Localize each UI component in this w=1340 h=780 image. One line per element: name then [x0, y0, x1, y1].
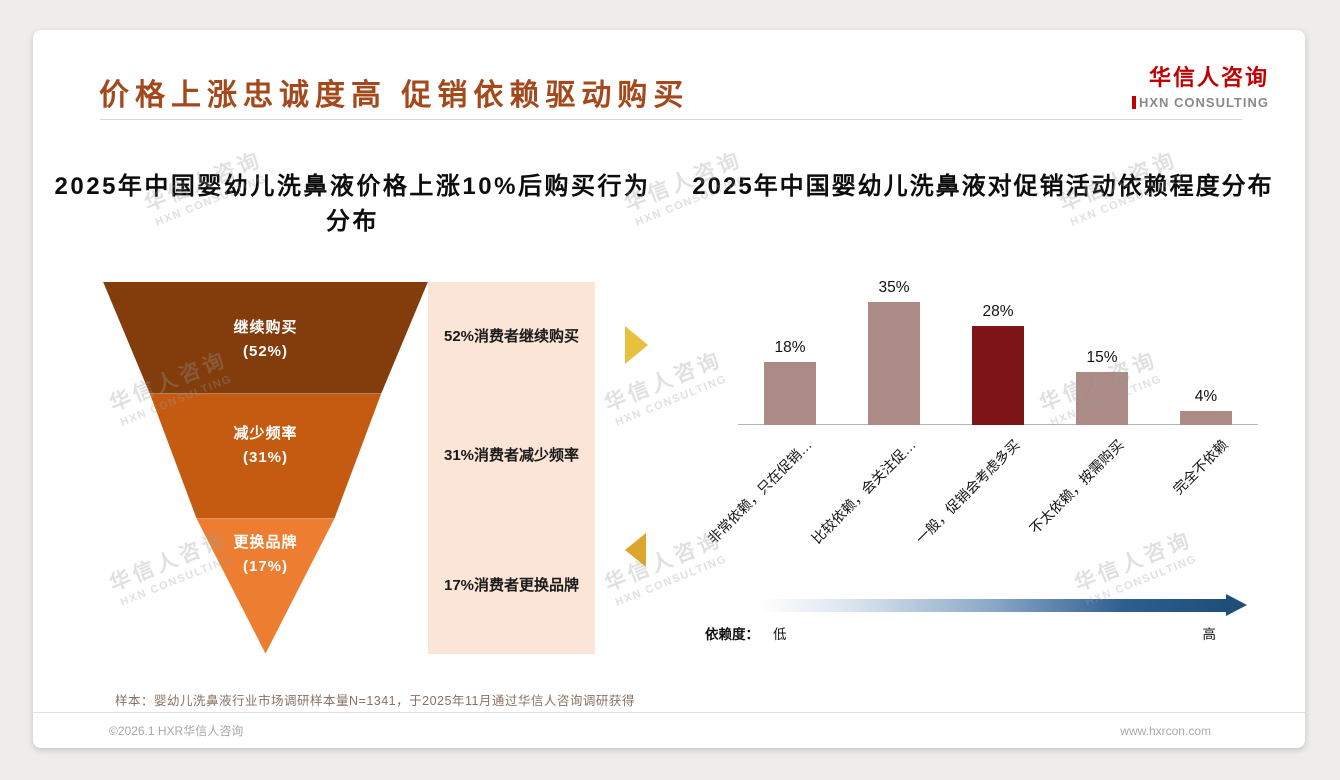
logo-en-text: HXN CONSULTING: [1138, 95, 1269, 110]
legend-high: 高: [1202, 626, 1217, 642]
x-label-cell: 比较依赖，会关注促…: [808, 425, 946, 575]
sample-footnote: 样本：婴幼儿洗鼻液行业市场调研样本量N=1341，于2025年11月通过华信人咨…: [115, 694, 635, 708]
bar-value-label: 15%: [1086, 348, 1118, 366]
bar: [868, 301, 920, 425]
funnel-note-2: 31%消费者减少频率: [443, 446, 580, 464]
page-title: 价格上涨忠诚度高 促销依赖驱动购买: [99, 79, 690, 112]
dependency-legend: 依赖度： 低 高: [705, 623, 1278, 643]
bar-chart-title: 2025年中国婴幼儿洗鼻液对促销活动依赖程度分布: [692, 173, 1274, 200]
funnel-level-1-label: 继续购买: [233, 318, 298, 336]
bar-column: 28%: [946, 283, 1050, 425]
x-tick-label: 非常依赖，只在促销…: [704, 436, 815, 547]
bar-value-label: 35%: [878, 278, 910, 296]
funnel-shape: 继续购买 (52%) 减少频率 (31%) 更换品牌 (17%): [103, 281, 428, 654]
slide-footer: ©2026.1 HXR华信人咨询 www.hxrcon.com: [33, 712, 1305, 748]
arrow-right-icon: [625, 326, 648, 364]
bar-chart-plot: 18% 35% 28% 15% 4%: [738, 279, 1258, 425]
bar-column: 4%: [1154, 283, 1258, 425]
bar-column: 15%: [1050, 283, 1154, 425]
funnel-level-3-pct: (17%): [242, 557, 288, 575]
x-label-cell: 非常依赖，只在促销…: [704, 425, 842, 575]
dependency-gradient-arrow: [758, 593, 1247, 616]
bar-highlighted: [972, 325, 1024, 425]
slide-card: 华信人咨询 HXN CONSULTING 华信人咨询 HXN CONSULTING …: [33, 30, 1305, 748]
gradient-arrowhead-icon: [1226, 593, 1247, 616]
funnel-level-3: 更换品牌 (17%): [196, 518, 335, 654]
funnel-level-1-pct: (52%): [242, 342, 288, 360]
x-label-cell: 完全不依赖: [1154, 425, 1258, 575]
bar-column: 35%: [842, 279, 946, 425]
legend-low: 低: [773, 626, 787, 642]
x-label-cell: 不太依赖，按需购买: [1026, 425, 1154, 575]
funnel-level-1: 继续购买 (52%): [103, 281, 428, 394]
logo-mark-icon: [1131, 96, 1136, 109]
legend-label: 依赖度：: [705, 626, 759, 642]
bar-value-label: 28%: [982, 302, 1014, 320]
funnel-chart-title: 2025年中国婴幼儿洗鼻液价格上涨10%后购买行为分布: [54, 173, 651, 235]
bar-value-label: 4%: [1194, 387, 1218, 405]
funnel-level-3-label: 更换品牌: [233, 533, 298, 551]
funnel-note-1: 52%消费者继续购买: [443, 328, 580, 346]
bar: [1180, 410, 1232, 425]
bar-value-label: 18%: [774, 338, 806, 356]
header-divider: [100, 119, 1242, 120]
footer-website: www.hxrcon.com: [1120, 723, 1211, 738]
funnel-note-3: 17%消费者更换品牌: [443, 576, 580, 594]
funnel-chart: 继续购买 (52%) 减少频率 (31%) 更换品牌 (17%) 52%消费者继…: [103, 281, 665, 654]
arrow-left-icon: [625, 533, 646, 567]
x-tick-label: 完全不依赖: [1169, 436, 1231, 498]
funnel-level-2: 减少频率 (31%): [149, 393, 382, 519]
bar-chart-x-labels: 非常依赖，只在促销… 比较依赖，会关注促… 一般，促销会考虑多买 不太依赖，按需…: [704, 425, 1258, 575]
funnel-notes: 52%消费者继续购买 31%消费者减少频率 17%消费者更换品牌: [428, 281, 595, 654]
bar: [1076, 371, 1128, 425]
company-logo: 华信人咨询 HXN CONSULTING: [1131, 60, 1269, 110]
funnel-level-2-label: 减少频率: [233, 424, 298, 442]
x-label-cell: 一般，促销会考虑多买: [912, 425, 1050, 575]
bar: [764, 361, 816, 425]
bar-chart-section: 2025年中国婴幼儿洗鼻液对促销活动依赖程度分布 18% 35% 28% 15%…: [688, 170, 1278, 643]
funnel-level-2-pct: (31%): [242, 448, 288, 466]
logo-cn-text: 华信人咨询: [1148, 65, 1269, 90]
bar-column: 18%: [738, 283, 842, 425]
logo-en-row: HXN CONSULTING: [1131, 95, 1269, 110]
footer-copyright: ©2026.1 HXR华信人咨询: [109, 724, 244, 738]
funnel-chart-section: 2025年中国婴幼儿洗鼻液价格上涨10%后购买行为分布 继续购买 (52%) 减…: [40, 170, 665, 654]
